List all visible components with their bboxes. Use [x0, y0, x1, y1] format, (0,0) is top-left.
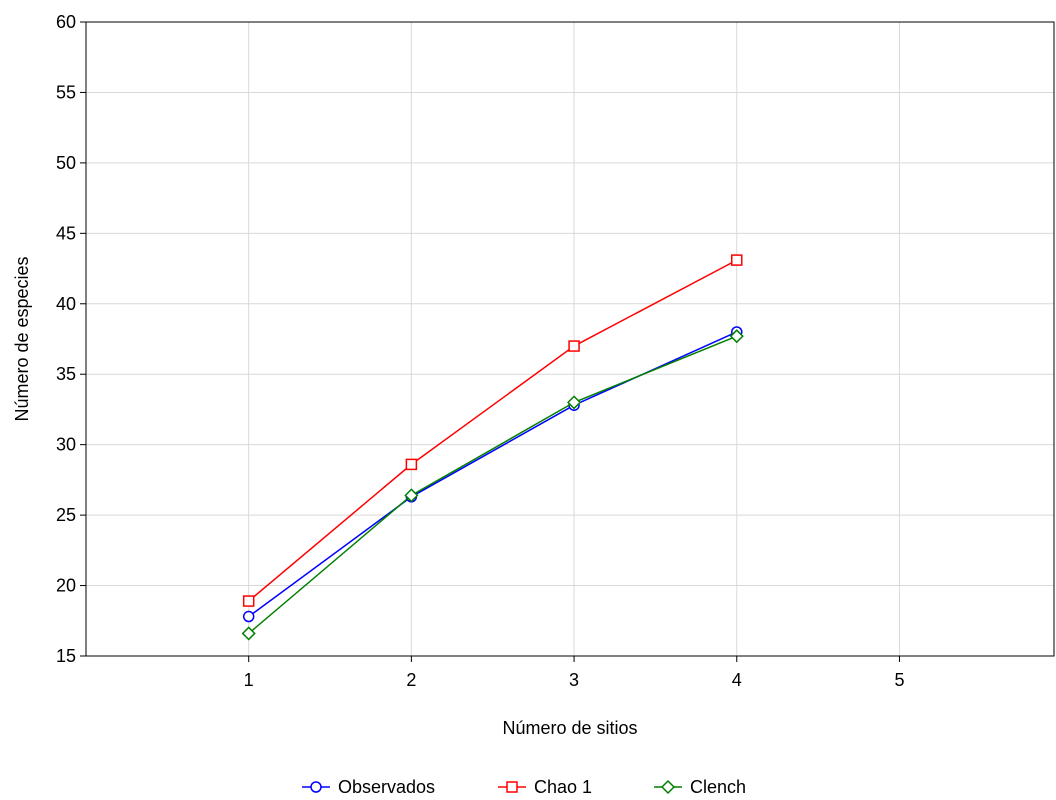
legend-marker-chao-1 [506, 781, 518, 793]
x-tick-label: 4 [732, 670, 742, 690]
data-point-clench [567, 395, 582, 410]
series-group [241, 254, 744, 641]
data-point-chao-1 [405, 458, 418, 471]
y-tick-label: 25 [56, 505, 76, 525]
series-chao-1 [242, 254, 743, 607]
y-tick-label: 50 [56, 153, 76, 173]
y-tick-labels: 15 20 25 30 35 40 45 50 55 60 [56, 12, 76, 666]
axes [80, 21, 1055, 662]
data-point-observados [242, 610, 255, 623]
plot-frame [85, 21, 1055, 657]
x-tick-label: 1 [244, 670, 254, 690]
legend-item-observados: Observados [302, 777, 435, 797]
data-point-chao-1 [242, 595, 255, 607]
y-tick-label: 60 [56, 12, 76, 32]
data-point-clench [729, 329, 744, 344]
legend-item-chao-1: Chao 1 [498, 777, 592, 797]
legend-label-clench: Clench [690, 777, 746, 797]
data-point-clench [404, 488, 419, 503]
legend-item-clench: Clench [654, 777, 746, 797]
data-point-chao-1 [731, 254, 743, 266]
y-tick-label: 40 [56, 294, 76, 314]
series-line-chao-1 [248, 259, 738, 602]
y-tick-label: 35 [56, 364, 76, 384]
series-line-clench [248, 335, 738, 635]
legend-marker-clench [660, 779, 676, 795]
data-point-clench [241, 626, 256, 641]
y-tick-label: 45 [56, 223, 76, 243]
x-axis-title: Número de sitios [502, 718, 637, 738]
x-tick-labels: 1 2 3 4 5 [244, 670, 905, 690]
y-tick-label: 20 [56, 576, 76, 596]
legend: Observados Chao 1 Clench [302, 777, 746, 797]
y-tick-label: 15 [56, 646, 76, 666]
x-tick-label: 5 [894, 670, 904, 690]
x-tick-label: 2 [406, 670, 416, 690]
legend-marker-observados [310, 781, 322, 793]
grid-lines [86, 21, 1054, 657]
data-point-chao-1 [568, 340, 580, 352]
legend-label-observados: Observados [338, 777, 435, 797]
legend-label-chao-1: Chao 1 [534, 777, 592, 797]
y-axis-title: Número de especies [12, 256, 32, 421]
series-observados [242, 326, 743, 623]
x-tick-label: 3 [569, 670, 579, 690]
y-tick-label: 30 [56, 435, 76, 455]
y-tick-label: 55 [56, 82, 76, 102]
series-clench [241, 329, 744, 641]
